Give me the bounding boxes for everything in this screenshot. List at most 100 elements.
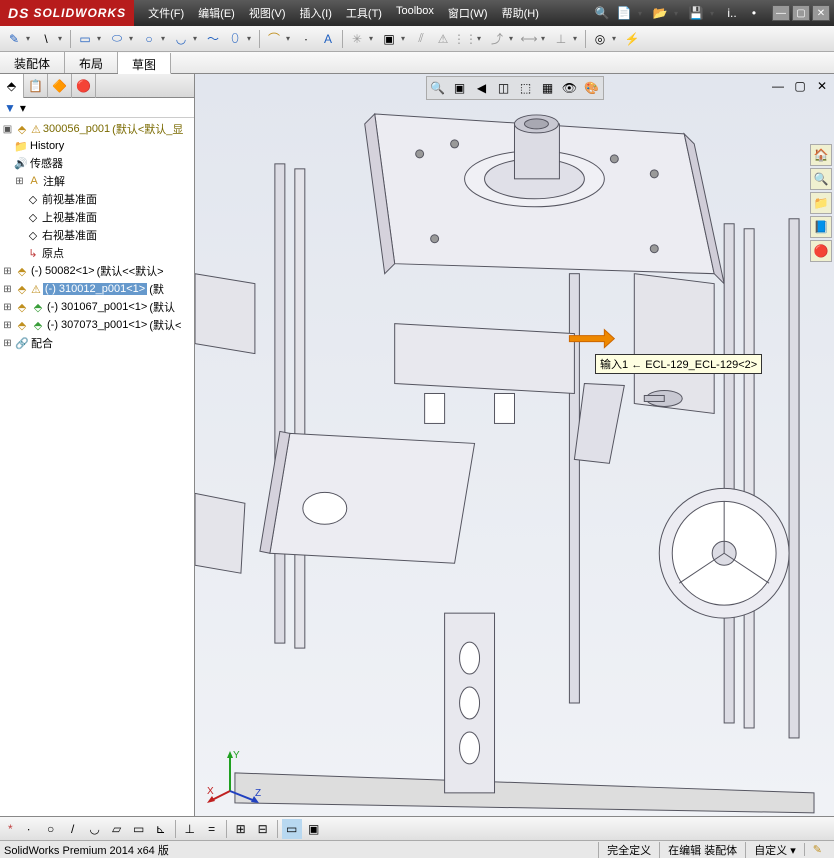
expand-icon[interactable]: ⊞: [2, 266, 13, 277]
home-icon[interactable]: 🏠: [810, 144, 832, 166]
save-icon[interactable]: 💾: [688, 5, 704, 21]
tree-top-plane[interactable]: ◇ 上视基准面: [0, 208, 194, 226]
panel-tab-config[interactable]: 🔶: [48, 74, 72, 98]
tan-snap-icon[interactable]: ⊾: [151, 819, 171, 839]
menu-toolbox[interactable]: Toolbox: [390, 2, 440, 24]
expand-icon[interactable]: ⊞: [2, 284, 13, 295]
appear-icon[interactable]: 🎨: [582, 78, 602, 98]
hide-show-icon[interactable]: 👁: [560, 78, 580, 98]
filter-funnel-icon[interactable]: ▼: [4, 101, 16, 115]
menu-tools[interactable]: 工具(T): [340, 2, 388, 24]
tree-part-301067[interactable]: ⊞ ⬘ ⬘ (-) 301067_p001<1> (默认: [0, 298, 194, 316]
tree-origin[interactable]: ↳ 原点: [0, 244, 194, 262]
arc-snap-icon[interactable]: ◡: [85, 819, 105, 839]
doc-close-icon[interactable]: ✕: [812, 76, 832, 96]
rect-snap-icon[interactable]: ▭: [129, 819, 149, 839]
bullet-icon[interactable]: •: [746, 5, 762, 21]
open-icon[interactable]: 📂: [652, 5, 668, 21]
zoom-fit-icon[interactable]: 🔍: [428, 78, 448, 98]
dropdown-icon[interactable]: ▾: [710, 9, 718, 18]
tree-annotation[interactable]: ⊞ A 注解: [0, 172, 194, 190]
menu-insert[interactable]: 插入(I): [294, 2, 338, 24]
section-icon[interactable]: 📘: [810, 216, 832, 238]
motion-view-tab[interactable]: ▣: [304, 819, 324, 839]
tab-sketch[interactable]: 草图: [118, 53, 171, 74]
tree-front-plane[interactable]: ◇ 前视基准面: [0, 190, 194, 208]
print-icon[interactable]: i..: [724, 5, 740, 21]
display-style-icon[interactable]: ▦: [538, 78, 558, 98]
menu-edit[interactable]: 编辑(E): [192, 2, 241, 24]
rel-tool-icon[interactable]: ⊥: [551, 29, 571, 49]
model-view-tab[interactable]: ▭: [282, 819, 302, 839]
point-snap-icon[interactable]: ∙: [19, 819, 39, 839]
spline-tool-icon[interactable]: 〜: [203, 29, 223, 49]
offset-tool-icon[interactable]: ⫽: [411, 29, 431, 49]
quick-tool-icon[interactable]: ⚡: [622, 29, 642, 49]
trim-tool-icon[interactable]: ✳: [347, 29, 367, 49]
rect-tool-icon[interactable]: ▭: [75, 29, 95, 49]
filter-dropdown-icon[interactable]: ▾: [20, 101, 26, 115]
collapse-icon[interactable]: ▣: [2, 124, 13, 135]
dim2-snap-icon[interactable]: ⊟: [253, 819, 273, 839]
point-tool-icon[interactable]: ∙: [296, 29, 316, 49]
panel-tab-property[interactable]: 📋: [24, 74, 48, 98]
panel-tab-feature[interactable]: ⬘: [0, 74, 24, 98]
tree-mate[interactable]: ⊞ 🔗 配合: [0, 334, 194, 352]
ellipse-tool-icon[interactable]: ⬯: [225, 29, 245, 49]
dim-tool-icon[interactable]: ⟷: [519, 29, 539, 49]
expand-icon[interactable]: ⊞: [2, 320, 13, 331]
circle-snap-icon[interactable]: ○: [41, 819, 61, 839]
pan-icon[interactable]: 📁: [810, 192, 832, 214]
expand-icon[interactable]: ⊞: [2, 302, 13, 313]
tree-part-50082[interactable]: ⊞ ⬘ (-) 50082<1> (默认<<默认>: [0, 262, 194, 280]
doc-max-icon[interactable]: ▢: [790, 76, 810, 96]
equal-snap-icon[interactable]: =: [202, 819, 222, 839]
perp-snap-icon[interactable]: ⊥: [180, 819, 200, 839]
menu-help[interactable]: 帮助(H): [496, 2, 545, 24]
appearance-icon[interactable]: 🔴: [810, 240, 832, 262]
tab-layout[interactable]: 布局: [65, 52, 118, 73]
restore-button[interactable]: ▢: [792, 5, 810, 21]
tree-history[interactable]: 📁 History: [0, 138, 194, 154]
slot-tool-icon[interactable]: ⬭: [107, 29, 127, 49]
tree-part-307073[interactable]: ⊞ ⬘ ⬘ (-) 307073_p001<1> (默认<: [0, 316, 194, 334]
doc-min-icon[interactable]: —: [768, 76, 788, 96]
menu-file[interactable]: 文件(F): [142, 2, 190, 24]
viewport-3d[interactable]: 🔍 ▣ ◀ ◫ ⬚ ▦ 👁 🎨 — ▢ ✕ 🏠 🔍 📁 📘 🔴 输入1 ← EC…: [195, 74, 834, 816]
dim-snap-icon[interactable]: ⊞: [231, 819, 251, 839]
panel-tab-display[interactable]: 🔴: [72, 74, 96, 98]
expand-icon[interactable]: ⊞: [14, 176, 25, 187]
zoom-icon[interactable]: 🔍: [810, 168, 832, 190]
menu-view[interactable]: 视图(V): [243, 2, 292, 24]
view-orient-icon[interactable]: ⬚: [516, 78, 536, 98]
tree-right-plane[interactable]: ◇ 右视基准面: [0, 226, 194, 244]
line-tool-icon[interactable]: \: [36, 29, 56, 49]
text-tool-icon[interactable]: A: [318, 29, 338, 49]
repair-tool-icon[interactable]: ◎: [590, 29, 610, 49]
tree-root[interactable]: ▣ ⬘ ⚠ 300056_p001 (默认<默认_显: [0, 120, 194, 138]
section-view-icon[interactable]: ◫: [494, 78, 514, 98]
close-button[interactable]: ✕: [812, 5, 830, 21]
mirror-tool-icon[interactable]: ⚠: [433, 29, 453, 49]
para-snap-icon[interactable]: ▱: [107, 819, 127, 839]
fillet-tool-icon[interactable]: ⌒: [264, 29, 284, 49]
menu-window[interactable]: 窗口(W): [442, 2, 494, 24]
dropdown-icon[interactable]: ▾: [638, 9, 646, 18]
pattern-tool-icon[interactable]: ⋮⋮: [455, 29, 475, 49]
tree-sensor[interactable]: 🔊 传感器: [0, 154, 194, 172]
tab-assembly[interactable]: 装配体: [0, 52, 65, 73]
tree-part-310012[interactable]: ⊞ ⬘ ⚠ (-) 310012_p001<1> (默: [0, 280, 194, 298]
prev-view-icon[interactable]: ◀: [472, 78, 492, 98]
search-icon[interactable]: 🔍: [594, 5, 610, 21]
line-snap-icon[interactable]: /: [63, 819, 83, 839]
sketch-tool-icon[interactable]: ✎: [4, 29, 24, 49]
minimize-button[interactable]: —: [772, 5, 790, 21]
expand-icon[interactable]: ⊞: [2, 338, 13, 349]
new-doc-icon[interactable]: 📄: [616, 5, 632, 21]
zoom-area-icon[interactable]: ▣: [450, 78, 470, 98]
circle-tool-icon[interactable]: ○: [139, 29, 159, 49]
convert-tool-icon[interactable]: ▣: [379, 29, 399, 49]
move-tool-icon[interactable]: ⤴: [487, 29, 507, 49]
arc-tool-icon[interactable]: ◡: [171, 29, 191, 49]
dropdown-icon[interactable]: ▾: [674, 9, 682, 18]
